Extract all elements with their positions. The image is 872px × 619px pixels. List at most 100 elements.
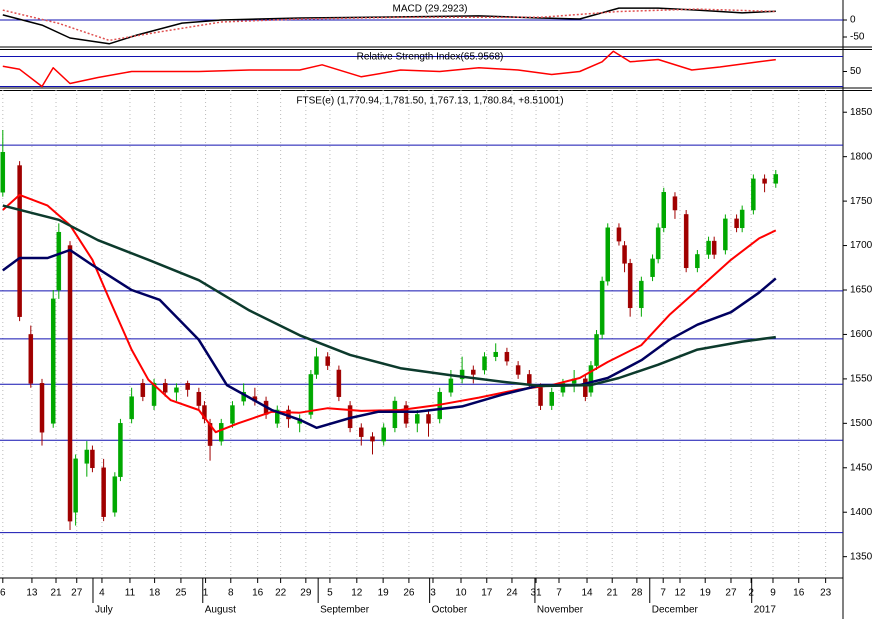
month-label: October (432, 605, 468, 616)
x-tick-label: 19 (378, 588, 390, 599)
y-tick-label: 1450 (850, 462, 872, 473)
candle-body (588, 365, 594, 393)
candle-body (140, 383, 146, 397)
candle-body (448, 378, 454, 393)
x-tick-label: 27 (725, 588, 737, 599)
y-tick-label: -50 (850, 32, 865, 43)
candle-body (129, 396, 134, 420)
candle-body (515, 365, 521, 375)
x-tick-label: 1 (203, 588, 209, 599)
candle-body (185, 383, 190, 390)
x-tick-label: 18 (149, 588, 161, 599)
panel-title: FTSE(e) (1,770.94, 1,781.50, 1,767.13, 1… (296, 96, 563, 107)
candle-body (174, 387, 179, 393)
candle-body (230, 405, 235, 424)
month-label: September (320, 605, 370, 616)
candle-body (504, 351, 510, 362)
moving-average (2, 193, 777, 434)
y-tick-label: 1850 (850, 107, 872, 118)
candle-body (370, 436, 375, 442)
candle-body (84, 449, 90, 464)
candle-body (594, 334, 599, 366)
x-tick-label: 14 (581, 588, 593, 599)
x-tick-label: 21 (607, 588, 619, 599)
candle-body (661, 191, 667, 229)
candle-body (308, 374, 314, 415)
candle-body (162, 383, 168, 393)
x-tick-label: 5 (327, 588, 333, 599)
y-tick-label: 1700 (850, 240, 872, 251)
x-tick-label: 7 (660, 588, 666, 599)
candle-body (751, 178, 756, 211)
candle-body (28, 334, 34, 384)
month-label: December (652, 605, 699, 616)
candle-body (101, 467, 106, 517)
y-tick-label: 0 (850, 15, 856, 26)
candle-body (426, 414, 431, 424)
x-tick-label: 23 (820, 588, 832, 599)
x-tick-label: 6 (0, 588, 6, 599)
candle-body (196, 391, 202, 406)
candle-body (482, 356, 487, 371)
candle-body (415, 414, 420, 424)
x-tick-label: 26 (403, 588, 415, 599)
x-tick-label: 16 (252, 588, 264, 599)
candle-body (549, 391, 554, 406)
x-tick-label: 27 (71, 588, 83, 599)
candle-body (118, 423, 123, 477)
x-tick-label: 12 (351, 588, 363, 599)
month-label: November (537, 605, 584, 616)
series-line (2, 8, 776, 42)
candle-body (50, 298, 56, 424)
y-tick-label: 50 (850, 66, 862, 77)
candle-body (639, 280, 644, 309)
x-tick-label: 9 (770, 588, 776, 599)
x-tick-label: 28 (631, 588, 643, 599)
candle-body (471, 369, 476, 375)
candle-body (616, 227, 622, 242)
candle-body (734, 218, 739, 229)
x-tick-label: 31 (530, 588, 542, 599)
candle-body (672, 196, 678, 211)
candle-body (336, 369, 342, 397)
candle-body (683, 214, 689, 269)
panel-title: Relative Strength Index(65.9568) (357, 52, 504, 63)
candle-body (711, 240, 717, 255)
x-tick-label: 4 (99, 588, 105, 599)
candle-body (655, 227, 661, 260)
x-tick-label: 13 (26, 588, 38, 599)
y-tick-label: 1750 (850, 196, 872, 207)
candle-body (73, 458, 78, 513)
candle-body (392, 400, 398, 429)
candle-body (0, 151, 6, 193)
candle-body (538, 387, 543, 406)
y-tick-label: 1800 (850, 151, 872, 162)
candle-body (706, 240, 711, 255)
series-line (2, 50, 776, 88)
candle-body (151, 383, 157, 406)
series-line (2, 7, 776, 45)
y-tick-label: 1650 (850, 285, 872, 296)
candle-body (219, 423, 224, 442)
candle-body (403, 405, 409, 424)
x-tick-label: 25 (175, 588, 187, 599)
x-tick-label: 22 (275, 588, 287, 599)
candle-body (723, 218, 728, 251)
x-tick-label: 11 (125, 588, 136, 599)
x-tick-label: 3 (430, 588, 436, 599)
candle-body (650, 258, 655, 277)
candle-body (739, 209, 745, 229)
x-tick-label: 7 (556, 588, 562, 599)
candle-body (112, 476, 118, 513)
x-tick-label: 21 (50, 588, 62, 599)
candle-body (459, 369, 465, 380)
candle-body (762, 178, 767, 184)
x-tick-label: 16 (793, 588, 805, 599)
candle-body (17, 165, 22, 317)
x-tick-label: 17 (481, 588, 493, 599)
candle-body (583, 378, 588, 397)
candle-body (605, 227, 610, 282)
candle-body (622, 245, 627, 264)
candle-body (493, 351, 498, 357)
